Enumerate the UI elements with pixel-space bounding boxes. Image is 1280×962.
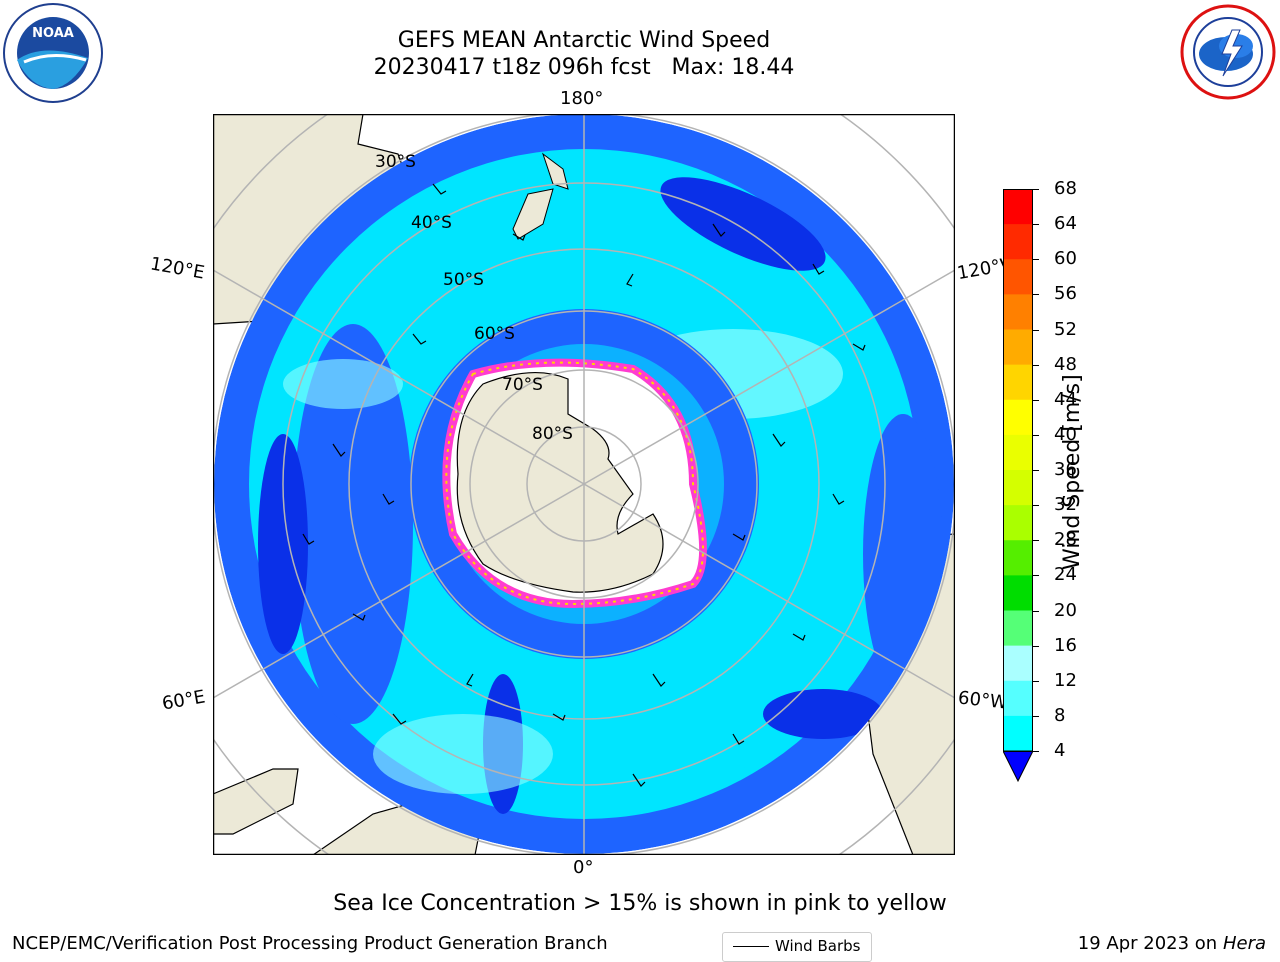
colorbar-block: [1003, 505, 1033, 541]
colorbar-block: [1003, 575, 1033, 611]
chart-title: GEFS MEAN Antarctic Wind Speed: [397, 28, 771, 53]
colorbar-tick-label: 28: [1054, 529, 1077, 551]
colorbar-tick-label: 56: [1054, 283, 1077, 305]
sea-ice-note: Sea Ice Concentration > 15% is shown in …: [333, 891, 947, 916]
madagascar-land: [213, 768, 299, 835]
colorbar-block: [1003, 259, 1033, 295]
colorbar-tick-label: 40: [1054, 423, 1077, 445]
lat-label-70s: 70°S: [502, 375, 543, 395]
colorbar-tick-mark: [1033, 470, 1039, 471]
colorbar-tick-label: 52: [1054, 318, 1077, 340]
colorbar-tick-mark: [1033, 189, 1039, 190]
lon-label-60w: 60°W: [957, 687, 1009, 714]
colorbar-tick-mark: [1033, 540, 1039, 542]
colorbar-block: [1003, 715, 1033, 752]
lon-label-60e: 60°E: [160, 686, 207, 715]
colorbar-block: [1003, 470, 1033, 506]
colorbar-tick-mark: [1033, 680, 1039, 682]
colorbar-block: [1003, 645, 1033, 682]
colorbar-tick-mark: [1033, 294, 1039, 296]
credit-date: 19 Apr 2023 on Hera: [1078, 933, 1266, 954]
colorbar-tick-label: 68: [1054, 178, 1077, 199]
colorbar-tick-mark: [1033, 610, 1039, 612]
colorbar-label: Wind Speed [m/s]: [1060, 374, 1085, 570]
lon-label-120e: 120°E: [148, 253, 207, 284]
colorbar-tick-label: 60: [1054, 248, 1077, 270]
credit-branch: NCEP/EMC/Verification Post Processing Pr…: [12, 933, 608, 954]
colorbar-tick-mark: [1033, 645, 1039, 647]
colorbar-block: [1003, 294, 1033, 330]
colorbar-tick-label: 12: [1054, 669, 1077, 691]
lat-label-50s: 50°S: [443, 270, 484, 290]
colorbar-tick-label: 48: [1054, 353, 1077, 375]
colorbar-tick-mark: [1033, 224, 1039, 226]
wind-barbs-legend-label: Wind Barbs: [775, 937, 861, 955]
colorbar-block: [1003, 189, 1033, 225]
colorbar-tick-mark: [1033, 505, 1039, 507]
colorbar-block: [1003, 224, 1033, 260]
polar-map: 30°S 40°S 50°S 60°S 70°S 80°S Wind Barbs: [212, 113, 956, 962]
national-weather-service-logo: [1178, 2, 1278, 102]
colorbar-tick-label: 64: [1054, 213, 1077, 235]
colorbar-tick-label: 36: [1054, 459, 1077, 480]
colorbar: [1002, 189, 1034, 784]
credit-host: Hera: [1222, 933, 1266, 954]
colorbar-tick-label: 44: [1054, 388, 1077, 410]
noaa-logo-text: NOAA: [32, 26, 74, 41]
lon-label-180: 180°: [560, 88, 604, 109]
colorbar-tick-label: 20: [1054, 599, 1077, 621]
colorbar-tick-label: 24: [1054, 564, 1077, 586]
chart-subtitle: 20230417 t18z 096h fcst Max: 18.44: [373, 55, 795, 80]
colorbar-tick-mark: [1033, 751, 1039, 752]
colorbar-block: [1003, 399, 1033, 436]
lat-label-80s: 80°S: [532, 424, 573, 444]
colorbar-tick-mark: [1033, 329, 1039, 331]
colorbar-block: [1003, 540, 1033, 576]
colorbar-block: [1003, 610, 1033, 647]
colorbar-tick-mark: [1033, 364, 1039, 366]
colorbar-block: [1003, 329, 1033, 366]
lat-label-60s: 60°S: [474, 324, 515, 344]
wind-barb-legend-line: [733, 946, 769, 947]
lon-label-0: 0°: [573, 857, 594, 878]
lat-label-30s: 30°S: [375, 152, 416, 172]
noaa-logo: NOAA: [2, 2, 104, 104]
colorbar-tick-mark: [1033, 575, 1039, 577]
colorbar-tick-mark: [1033, 715, 1039, 717]
colorbar-tick-label: 8: [1054, 704, 1066, 726]
new-zealand-land: [512, 152, 569, 240]
colorbar-tick-mark: [1033, 434, 1039, 436]
colorbar-tick-mark: [1033, 399, 1039, 401]
colorbar-tick-label: 4: [1054, 740, 1066, 761]
colorbar-block: [1003, 434, 1033, 471]
colorbar-tick-label: 16: [1054, 634, 1077, 656]
colorbar-block: [1003, 680, 1033, 717]
colorbar-tick-label: 32: [1054, 494, 1077, 516]
wind-barbs-legend: Wind Barbs: [722, 932, 872, 962]
credit-date-text: 19 Apr 2023 on: [1077, 933, 1223, 954]
lat-label-40s: 40°S: [411, 213, 452, 233]
colorbar-block: [1003, 364, 1033, 401]
colorbar-tick-mark: [1033, 259, 1039, 261]
